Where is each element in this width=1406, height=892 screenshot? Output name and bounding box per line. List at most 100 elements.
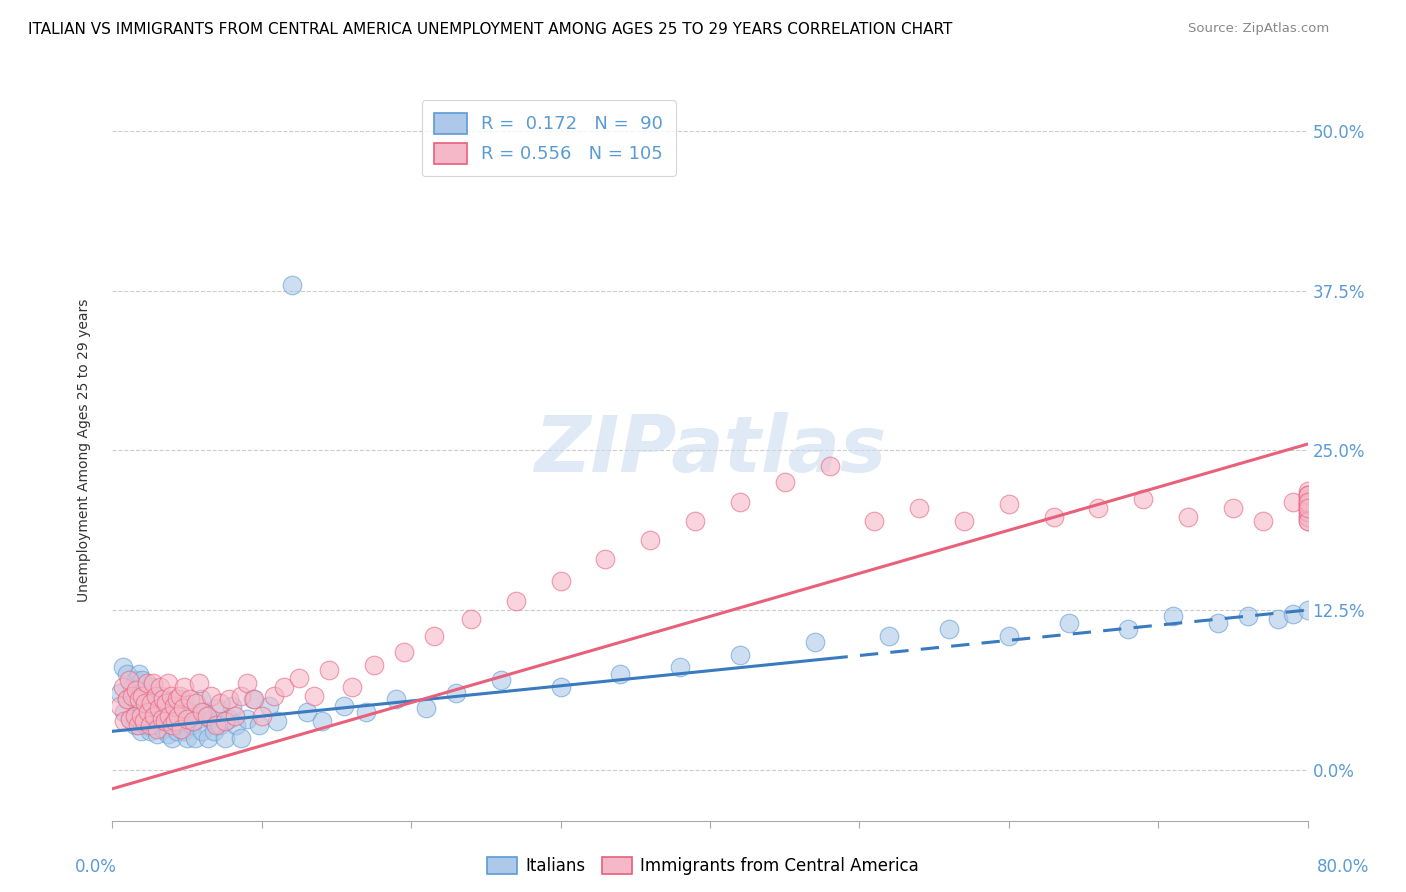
Point xyxy=(170,692,193,706)
Point xyxy=(1267,612,1289,626)
Point xyxy=(125,673,148,688)
Point xyxy=(139,718,162,732)
Point xyxy=(114,714,135,728)
Point xyxy=(1296,494,1319,508)
Point xyxy=(197,731,219,745)
Point xyxy=(139,698,162,713)
Point xyxy=(166,692,188,706)
Point xyxy=(250,709,273,723)
Point xyxy=(124,718,146,732)
Point xyxy=(640,533,662,547)
Point xyxy=(163,705,186,719)
Point xyxy=(155,714,177,728)
Text: Source: ZipAtlas.com: Source: ZipAtlas.com xyxy=(1188,22,1329,36)
Point xyxy=(173,724,195,739)
Point xyxy=(166,724,188,739)
Point xyxy=(1118,622,1140,636)
Point xyxy=(1281,494,1303,508)
Text: ZIPatlas: ZIPatlas xyxy=(534,412,886,489)
Point xyxy=(190,692,212,706)
Text: 0.0%: 0.0% xyxy=(75,858,117,876)
Point xyxy=(263,689,285,703)
Point xyxy=(145,712,167,726)
Point xyxy=(191,705,214,719)
Point xyxy=(176,712,198,726)
Point xyxy=(1177,509,1199,524)
Point xyxy=(155,696,177,710)
Point xyxy=(202,724,225,739)
Point xyxy=(138,686,160,700)
Point xyxy=(229,731,252,745)
Point xyxy=(121,680,143,694)
Point xyxy=(127,712,149,726)
Point xyxy=(209,696,232,710)
Point xyxy=(141,680,163,694)
Point xyxy=(142,675,165,690)
Point xyxy=(422,629,444,643)
Point xyxy=(1296,505,1319,519)
Point xyxy=(117,666,139,681)
Point xyxy=(1296,500,1319,515)
Point xyxy=(209,718,232,732)
Point xyxy=(683,514,706,528)
Point xyxy=(1222,500,1244,515)
Point xyxy=(728,648,751,662)
Point xyxy=(179,692,201,706)
Point xyxy=(1296,497,1319,511)
Point xyxy=(118,673,141,688)
Point xyxy=(188,675,211,690)
Legend: Italians, Immigrants from Central America: Italians, Immigrants from Central Americ… xyxy=(481,850,925,882)
Point xyxy=(224,709,246,723)
Point xyxy=(803,635,825,649)
Point xyxy=(879,629,901,643)
Point xyxy=(259,698,281,713)
Point xyxy=(162,718,183,732)
Point xyxy=(1296,497,1319,511)
Point xyxy=(908,500,931,515)
Point xyxy=(191,724,214,739)
Point xyxy=(938,622,960,636)
Point xyxy=(148,701,170,715)
Point xyxy=(295,705,318,719)
Point xyxy=(204,718,226,732)
Point xyxy=(218,712,240,726)
Point xyxy=(167,709,190,723)
Point xyxy=(200,689,222,703)
Point xyxy=(609,666,631,681)
Point xyxy=(669,660,692,674)
Point xyxy=(218,692,240,706)
Point xyxy=(129,709,152,723)
Point xyxy=(194,705,217,719)
Point xyxy=(333,698,356,713)
Point xyxy=(152,692,174,706)
Point xyxy=(205,701,228,715)
Point xyxy=(131,698,153,713)
Point xyxy=(363,657,385,672)
Point xyxy=(1296,494,1319,508)
Point xyxy=(157,701,180,715)
Point xyxy=(1296,488,1319,502)
Point xyxy=(550,574,572,588)
Point xyxy=(157,709,180,723)
Text: 80.0%: 80.0% xyxy=(1316,858,1369,876)
Point xyxy=(266,714,288,728)
Point xyxy=(141,696,163,710)
Point xyxy=(159,689,181,703)
Point xyxy=(1296,514,1319,528)
Point xyxy=(108,686,131,700)
Point xyxy=(489,673,512,688)
Point xyxy=(163,698,186,713)
Point xyxy=(149,714,172,728)
Point xyxy=(1296,500,1319,515)
Point xyxy=(120,712,142,726)
Point xyxy=(385,692,408,706)
Point xyxy=(131,673,153,688)
Point xyxy=(150,712,173,726)
Point xyxy=(773,475,796,490)
Point xyxy=(124,709,146,723)
Point xyxy=(281,277,304,292)
Point xyxy=(128,692,150,706)
Point xyxy=(1206,615,1229,630)
Point xyxy=(111,680,134,694)
Point xyxy=(186,696,208,710)
